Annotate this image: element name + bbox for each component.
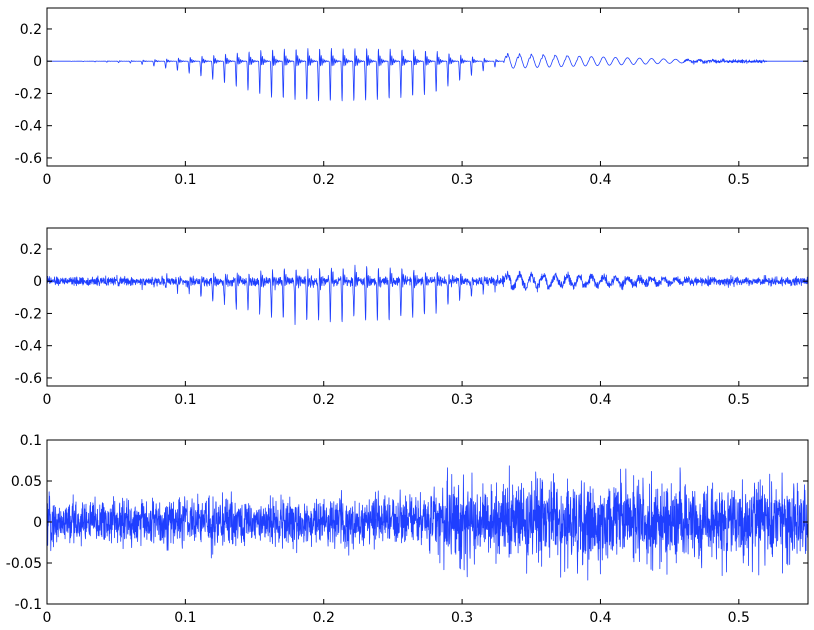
x-tick-label: 0 [43, 172, 52, 188]
y-tick-label: 0.05 [11, 474, 42, 490]
panel-noise: 0 0.1 0.2 0.3 0.4 0.5 0.1 0.05 0 -0.05 -0.1 [6, 433, 809, 626]
x-tick-label: 0.4 [589, 392, 611, 408]
x-tick-label: 0.5 [728, 172, 750, 188]
x-tick-label: 0.3 [451, 610, 473, 626]
x-tick-label: 0.1 [174, 610, 196, 626]
y-tick-label: 0 [33, 274, 42, 290]
y-tick-label: -0.05 [6, 556, 42, 572]
series-line-noisy-speech [47, 264, 808, 326]
y-tick-label: 0 [33, 515, 42, 531]
series-line-clean-speech [47, 47, 808, 102]
y-tick-label: -0.4 [15, 119, 42, 135]
x-tick-label: 0 [43, 392, 52, 408]
x-tick-label: 0 [43, 610, 52, 626]
y-tick-label: 0.1 [20, 433, 42, 449]
panel-clean-speech: 0 0.1 0.2 0.3 0.4 0.5 0.2 0 -0.2 -0.4 -0.6 [15, 7, 809, 188]
x-tick-label: 0.5 [728, 392, 750, 408]
x-tick-label: 0.1 [174, 392, 196, 408]
y-tick-label: -0.6 [15, 151, 42, 167]
x-tick-label: 0.4 [589, 172, 611, 188]
panel-noisy-speech: 0 0.1 0.2 0.3 0.4 0.5 0.2 0 -0.2 -0.4 -0.6 [15, 227, 809, 408]
series-line-noise [47, 465, 808, 581]
axes-frame [46, 7, 809, 167]
y-tick-label: -0.4 [15, 339, 42, 355]
y-tick-label: -0.2 [15, 86, 42, 102]
x-tick-label: 0.2 [313, 392, 335, 408]
x-tick-label: 0.3 [451, 392, 473, 408]
y-tick-label: -0.1 [15, 597, 42, 613]
x-tick-label: 0.2 [313, 172, 335, 188]
x-tick-label: 0.2 [313, 610, 335, 626]
y-tick-label: -0.2 [15, 306, 42, 322]
y-tick-label: 0.2 [20, 22, 42, 38]
x-tick-label: 0.1 [174, 172, 196, 188]
x-tick-label: 0.4 [589, 610, 611, 626]
x-tick-label: 0.5 [728, 610, 750, 626]
x-tick-label: 0.3 [451, 172, 473, 188]
y-tick-label: 0.2 [20, 242, 42, 258]
y-tick-label: 0 [33, 54, 42, 70]
axes-frame [46, 227, 809, 387]
y-tick-label: -0.6 [15, 371, 42, 387]
